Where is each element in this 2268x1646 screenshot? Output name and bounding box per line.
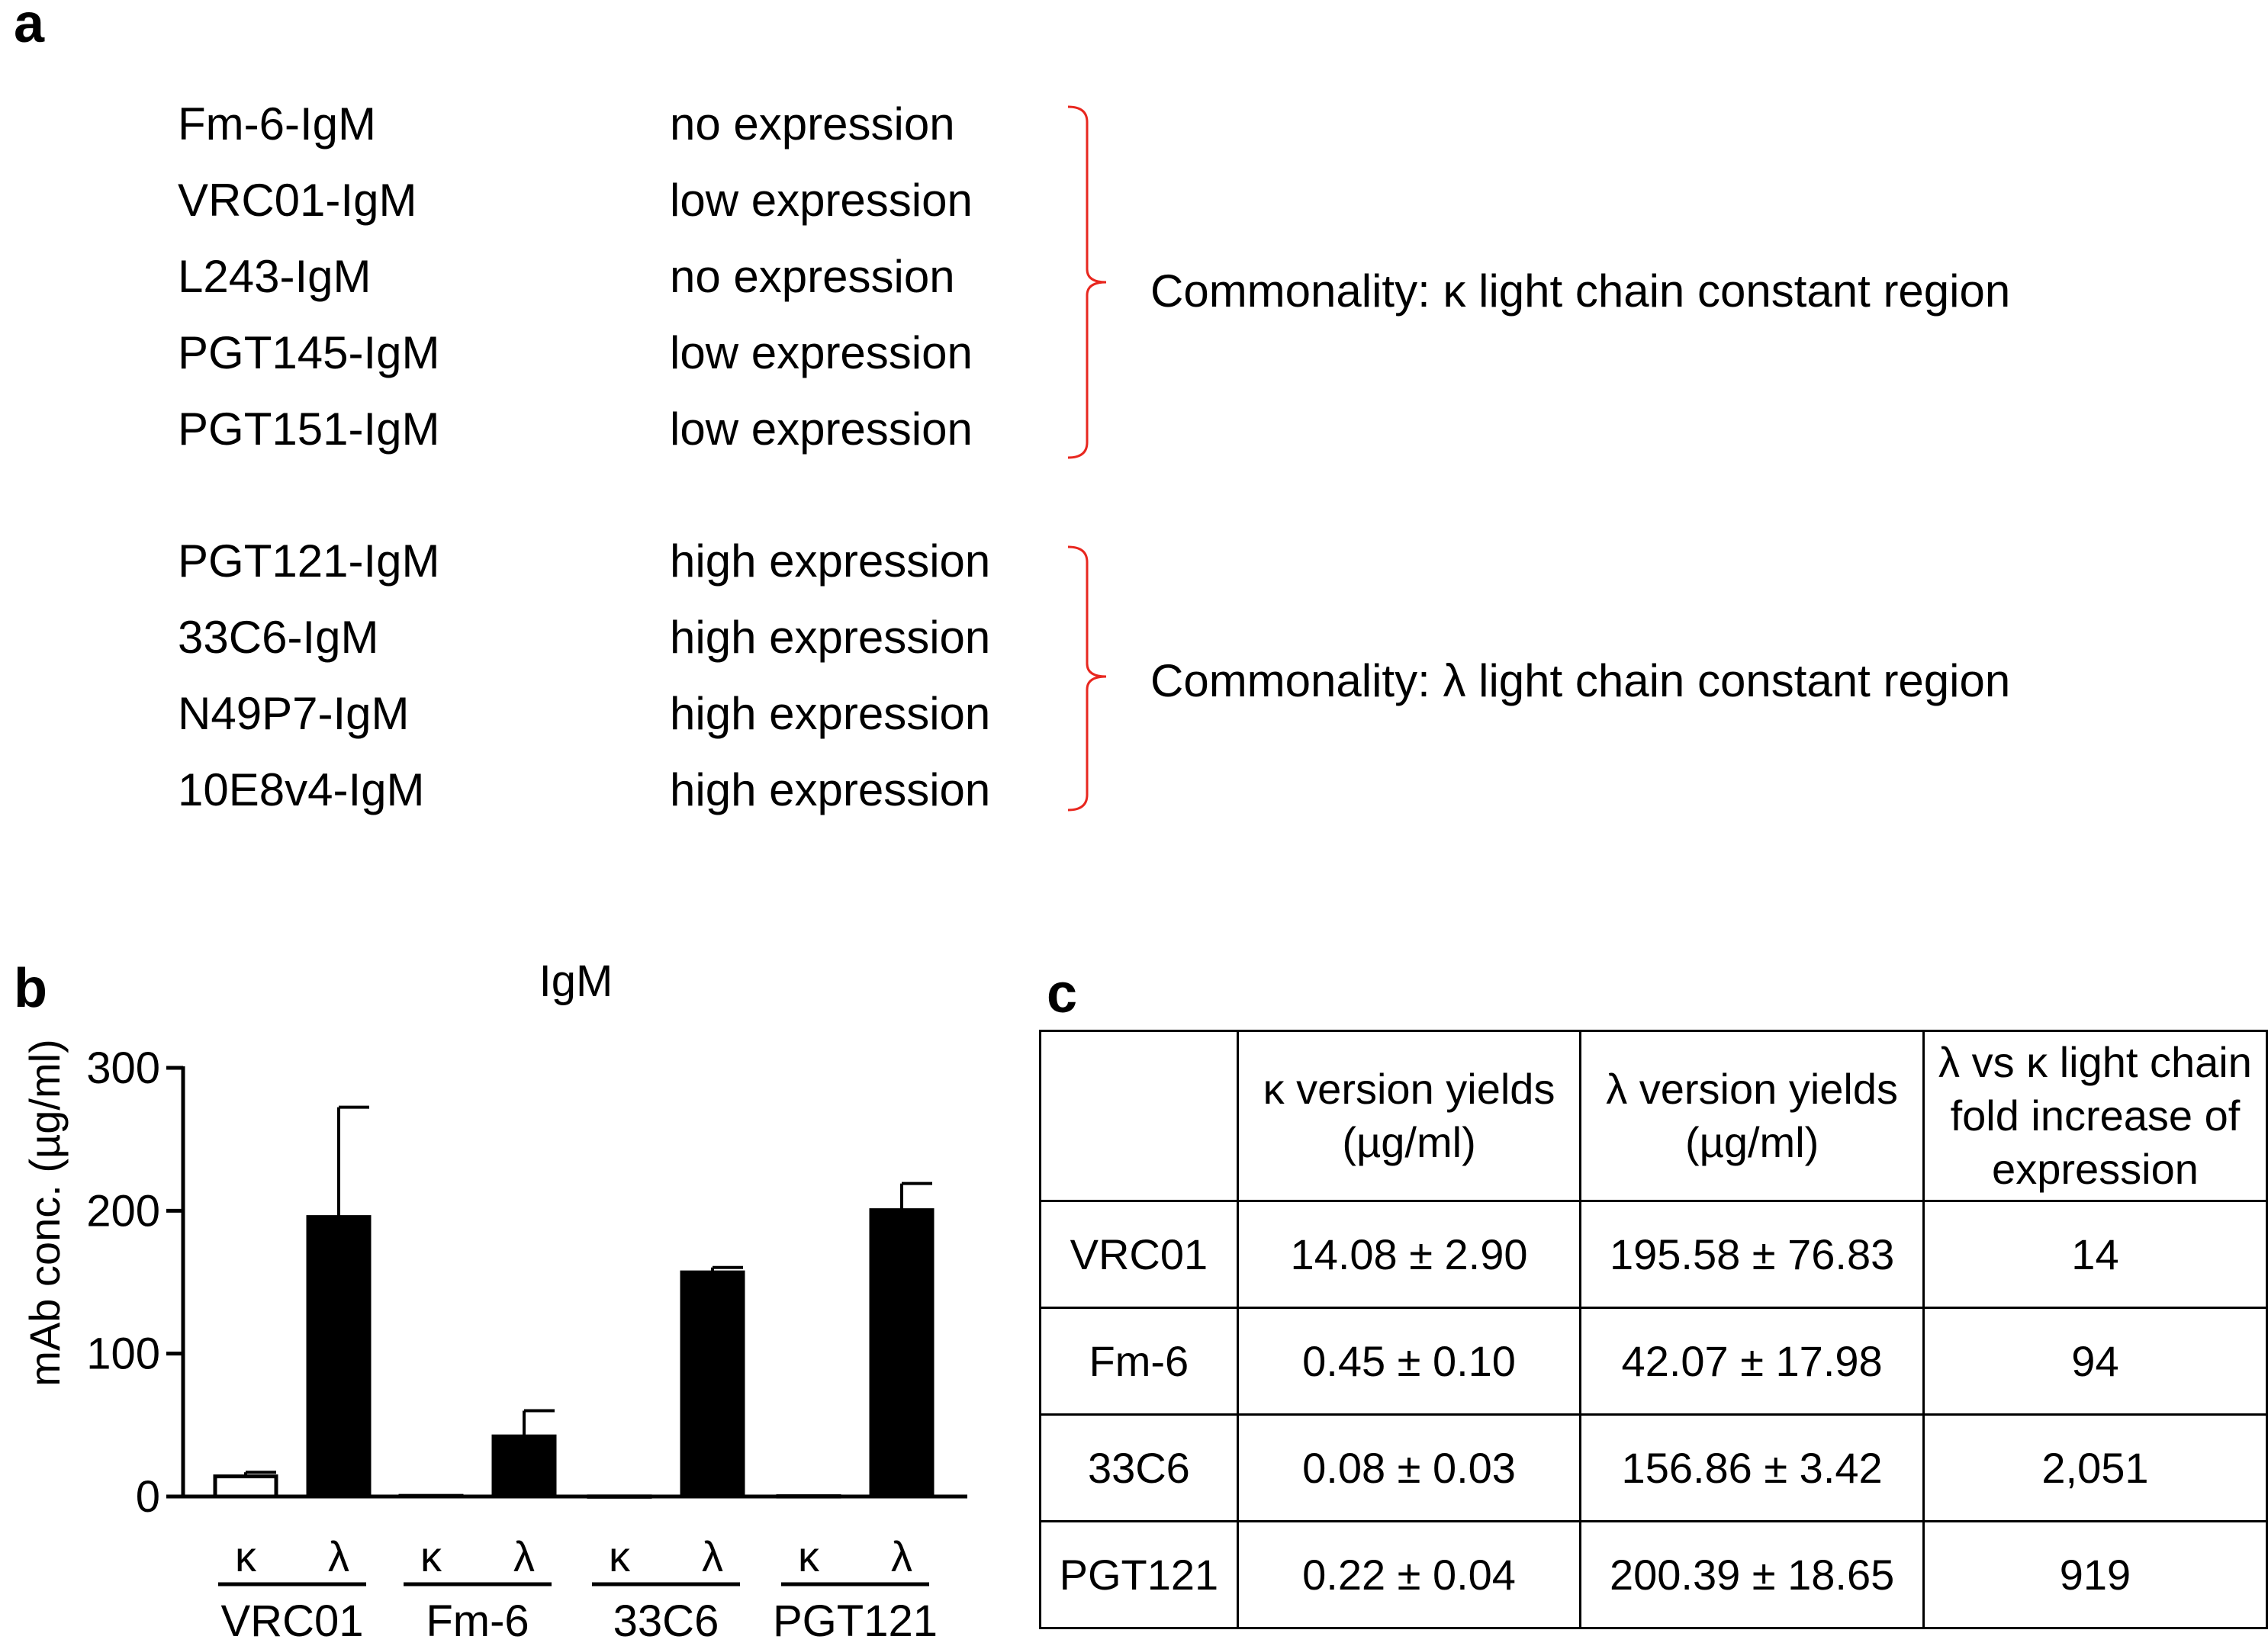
lambda-commonality: Commonality: λ light chain constant regi… (1150, 655, 2011, 706)
expression-level: high expression (670, 688, 991, 739)
group-label: Fm-6 (426, 1596, 529, 1646)
table-row: VRC01 14.08 ± 2.90 195.58 ± 76.83 14 (1039, 1200, 2268, 1309)
subcategory-label: λ (513, 1532, 535, 1580)
expression-level: low expression (670, 403, 973, 455)
table-row: 33C6 0.08 ± 0.03 156.86 ± 3.42 2,051 (1039, 1413, 2268, 1522)
antibody-name: PGT121-IgM (178, 535, 440, 587)
y-tick-label: 100 (86, 1329, 160, 1379)
y-tick-label: 300 (86, 1043, 160, 1093)
subcategory-label: κ (420, 1532, 442, 1580)
subcategory-label: λ (891, 1532, 912, 1580)
subcategory-label: λ (328, 1532, 349, 1580)
row-antibody: PGT121 (1039, 1520, 1239, 1629)
bar-Fm-6-κ (398, 1493, 464, 1499)
y-tick-label: 0 (136, 1472, 160, 1522)
bar-Fm-6-λ (491, 1434, 557, 1499)
group-label: PGT121 (773, 1596, 938, 1646)
group-label: VRC01 (221, 1596, 364, 1646)
expression-level: high expression (670, 764, 991, 815)
kappa-yield-cell: 0.22 ± 0.04 (1236, 1520, 1582, 1629)
antibody-name: L243-IgM (178, 251, 372, 302)
fold-increase-cell: 14 (1922, 1200, 2268, 1309)
table-row: Fm-6 0.45 ± 0.10 42.07 ± 17.98 94 (1039, 1307, 2268, 1416)
fold-increase-cell: 2,051 (1922, 1413, 2268, 1522)
antibody-name: PGT145-IgM (178, 327, 440, 378)
antibody-name: 33C6-IgM (178, 612, 379, 663)
row-antibody: VRC01 (1039, 1200, 1239, 1309)
subcategory-label: κ (235, 1532, 257, 1580)
expression-level: high expression (670, 612, 991, 663)
yield-table: κ version yields (µg/ml) λ version yield… (1039, 1030, 2268, 1629)
table-row: PGT121 0.22 ± 0.04 200.39 ± 18.65 919 (1039, 1520, 2268, 1629)
igm-bar-chart: IgM mAb conc. (µg/ml) 0 100 200 300 κ λ VRC01… (21, 956, 967, 1646)
fold-increase-cell: 94 (1922, 1307, 2268, 1416)
row-antibody: 33C6 (1039, 1413, 1239, 1522)
lambda-yield-cell: 195.58 ± 76.83 (1579, 1200, 1925, 1309)
header-fold-increase: λ vs κ light chain fold increase of expr… (1922, 1030, 2268, 1202)
lambda-bracket (1067, 545, 1107, 812)
panel-label-a: a (14, 0, 45, 54)
panel-label-b: b (14, 958, 47, 1019)
expression-level: low expression (670, 327, 973, 378)
panel-label-c: c (1047, 963, 1078, 1024)
fold-increase-cell: 919 (1922, 1520, 2268, 1629)
subcategory-label: κ (798, 1532, 820, 1580)
expression-level: high expression (670, 535, 991, 587)
row-antibody: Fm-6 (1039, 1307, 1239, 1416)
antibody-name: PGT151-IgM (178, 403, 440, 455)
chart-title: IgM (539, 956, 613, 1006)
group-label: 33C6 (613, 1596, 719, 1646)
expression-level: no expression (670, 98, 955, 149)
lambda-yield-cell: 156.86 ± 3.42 (1579, 1413, 1925, 1522)
kappa-commonality: Commonality: κ light chain constant regi… (1150, 265, 2011, 317)
subcategory-label: κ (609, 1532, 631, 1580)
table-header-row: κ version yields (µg/ml) λ version yield… (1039, 1030, 2268, 1202)
header-lambda-yield: λ version yields (µg/ml) (1579, 1030, 1925, 1202)
y-axis-label: mAb conc. (µg/ml) (21, 1039, 69, 1386)
header-empty (1039, 1030, 1239, 1202)
bar-VRC01-κ (213, 1474, 278, 1499)
lambda-yield-cell: 42.07 ± 17.98 (1579, 1307, 1925, 1416)
lambda-yield-cell: 200.39 ± 18.65 (1579, 1520, 1925, 1629)
bar-PGT121-λ (869, 1208, 935, 1499)
kappa-yield-cell: 14.08 ± 2.90 (1236, 1200, 1582, 1309)
kappa-bracket (1067, 105, 1107, 459)
expression-level: no expression (670, 251, 955, 302)
subcategory-label: λ (702, 1532, 723, 1580)
antibody-name: VRC01-IgM (178, 175, 417, 226)
antibody-name: Fm-6-IgM (178, 98, 376, 149)
bar-33C6-λ (680, 1270, 745, 1499)
bar-VRC01-λ (306, 1215, 372, 1499)
antibody-name: 10E8v4-IgM (178, 764, 425, 815)
antibody-name: N49P7-IgM (178, 688, 410, 739)
kappa-yield-cell: 0.45 ± 0.10 (1236, 1307, 1582, 1416)
expression-level: low expression (670, 175, 973, 226)
y-tick-label: 200 (86, 1186, 160, 1236)
kappa-yield-cell: 0.08 ± 0.03 (1236, 1413, 1582, 1522)
header-kappa-yield: κ version yields (µg/ml) (1236, 1030, 1582, 1202)
